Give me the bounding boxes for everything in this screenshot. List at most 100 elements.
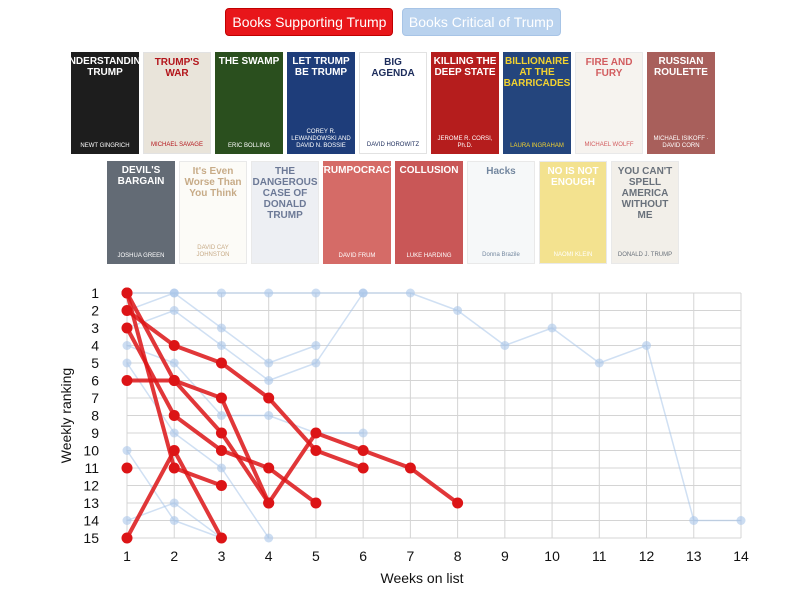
data-point-supporting-1 (357, 462, 369, 474)
book-title: Hacks (486, 166, 516, 177)
book-title: FIRE AND FURY (585, 57, 633, 79)
book-title: UNDERSTANDING TRUMP (71, 56, 139, 78)
data-point-critical-10 (216, 411, 226, 420)
book-cover-critical-7[interactable]: Hacks Donna Brazile (467, 161, 535, 264)
data-point-critical-11 (264, 533, 274, 543)
book-cover-supporting-4[interactable]: BIG AGENDA DAVID HOROWITZ (359, 52, 427, 154)
y-tick-label: 12 (83, 478, 99, 494)
x-tick-label: 11 (592, 548, 607, 564)
y-tick-label: 14 (83, 513, 99, 529)
data-point-critical-8 (216, 323, 226, 333)
x-tick-label: 14 (733, 548, 749, 564)
x-tick-label: 3 (218, 548, 226, 564)
y-tick-label: 9 (91, 425, 99, 441)
book-title: KILLING THE DEEP STATE (433, 56, 497, 78)
data-point-critical-7 (405, 288, 415, 298)
book-title: COLLUSION (399, 165, 459, 176)
data-point-critical-7 (547, 323, 557, 333)
data-point-critical-7 (594, 358, 604, 368)
x-tick-label: 6 (359, 548, 367, 564)
data-point-critical-13 (122, 516, 132, 525)
book-cover-supporting-5[interactable]: KILLING THE DEEP STATE JEROME R. CORSI, P… (431, 52, 499, 154)
data-point-critical-12 (122, 446, 132, 455)
book-author: MICHAEL ISIKOFF · DAVID CORN (653, 136, 709, 149)
series-line-supporting-1 (125, 308, 366, 470)
book-title: BILLIONAIRE AT THE BARRICADES (503, 56, 571, 89)
data-point-critical-9 (216, 341, 226, 350)
books-critical-of-trump-toggle[interactable]: Books Critical of Trump (401, 8, 561, 36)
book-cover-supporting-3[interactable]: LET TRUMP BE TRUMP COREY R. LEWANDOWSKI A… (287, 52, 355, 154)
ranking-chart: 1 2 3 4 5 6 7 8 9 10 11 12 13 14123456789101112131415… (58, 285, 749, 586)
data-point-critical-7 (736, 516, 746, 525)
book-cover-critical-5[interactable]: TRUMPOCRACY DAVID FRUM (323, 161, 391, 264)
data-point-supporting-1 (263, 392, 275, 404)
data-point-supporting-1 (168, 340, 180, 351)
book-title: RUSSIAN ROULETTE (654, 56, 708, 78)
data-point-critical-9 (311, 358, 321, 368)
y-tick-label: 3 (91, 320, 99, 336)
book-author: DAVID CAY JOHNSTON (196, 245, 230, 258)
x-tick-label: 12 (639, 548, 655, 564)
data-point-critical-10 (169, 358, 179, 368)
data-point-critical-13 (169, 498, 179, 508)
data-point-supporting-0 (215, 392, 227, 404)
data-point-supporting-3 (263, 497, 275, 509)
data-point-supporting-0 (310, 427, 322, 439)
book-author: JOSHUA GREEN (117, 253, 165, 259)
book-author: ERIC BOLLING (227, 143, 270, 149)
book-covers-row-1: UNDERSTANDING TRUMP NEWT GINGRICH TRUMP'S … (0, 52, 786, 154)
book-cover-supporting-2[interactable]: THE SWAMP ERIC BOLLING (215, 52, 283, 154)
book-cover-critical-3[interactable]: It's Even Worse Than You Think DAVID CAY … (179, 161, 247, 264)
book-cover-critical-1[interactable]: RUSSIAN ROULETTE MICHAEL ISIKOFF · DAVID … (647, 52, 715, 154)
data-point-supporting-3 (121, 375, 133, 386)
data-point-supporting-4 (121, 287, 133, 299)
data-point-supporting-2 (310, 497, 322, 509)
data-point-critical-7 (311, 288, 321, 298)
y-tick-label: 11 (84, 460, 99, 476)
book-author: MICHAEL SAVAGE (151, 142, 203, 148)
series-line-critical-10 (126, 344, 364, 434)
book-title: YOU CAN'T SPELL AMERICA WITHOUT ME (617, 166, 673, 221)
x-tick-label: 13 (686, 548, 702, 564)
y-tick-label: 8 (91, 408, 99, 424)
data-point-supporting-3 (168, 375, 180, 386)
book-cover-critical-8[interactable]: NO IS NOT ENOUGH NAOMI KLEIN (539, 161, 607, 264)
x-tick-label: 5 (312, 548, 320, 564)
series-line-critical-9 (126, 292, 364, 382)
books-supporting-trump-toggle[interactable]: Books Supporting Trump (225, 8, 394, 36)
data-point-supporting-6 (121, 462, 133, 474)
book-title: It's Even Worse Than You Think (184, 166, 242, 199)
book-cover-supporting-1[interactable]: TRUMP'S WAR MICHAEL SAVAGE (143, 52, 211, 154)
data-point-critical-7 (216, 288, 226, 298)
book-cover-supporting-0[interactable]: UNDERSTANDING TRUMP NEWT GINGRICH (71, 52, 139, 154)
data-point-supporting-5 (168, 445, 180, 456)
book-author: Donna Brazile (482, 252, 520, 258)
book-author: LUKE HARDING (406, 253, 452, 259)
data-point-critical-7 (500, 341, 510, 350)
data-point-supporting-1 (215, 357, 227, 369)
y-tick-label: 6 (91, 373, 99, 389)
book-title: BIG AGENDA (371, 57, 415, 79)
data-point-supporting-3 (215, 427, 227, 439)
data-point-supporting-5 (215, 532, 227, 544)
book-author: NAOMI KLEIN (553, 252, 593, 258)
y-tick-label: 5 (91, 355, 99, 371)
data-point-critical-7 (453, 306, 463, 315)
data-point-supporting-2 (263, 462, 275, 474)
y-tick-label: 4 (91, 338, 99, 354)
book-cover-critical-9[interactable]: YOU CAN'T SPELL AMERICA WITHOUT ME DONALD… (611, 161, 679, 264)
data-point-supporting-2 (215, 445, 227, 456)
x-axis-label: Weeks on list (381, 570, 464, 586)
book-cover-critical-4[interactable]: THE DANGEROUS CASE OF DONALD TRUMP (251, 161, 319, 264)
book-cover-critical-0[interactable]: FIRE AND FURY MICHAEL WOLFF (575, 52, 643, 154)
x-tick-label: 9 (501, 548, 509, 564)
y-tick-label: 2 (91, 303, 99, 319)
book-cover-supporting-6[interactable]: BILLIONAIRE AT THE BARRICADES LAURA INGRA… (503, 52, 571, 154)
y-axis-label: Weekly ranking (58, 368, 74, 463)
book-cover-critical-6[interactable]: COLLUSION LUKE HARDING (395, 161, 463, 264)
y-tick-label: 15 (83, 530, 99, 546)
data-point-critical-10 (122, 341, 132, 350)
book-author: DONALD J. TRUMP (617, 252, 673, 258)
book-cover-critical-2[interactable]: DEVIL'S BARGAIN JOSHUA GREEN (107, 161, 175, 264)
data-point-supporting-0 (452, 497, 464, 509)
